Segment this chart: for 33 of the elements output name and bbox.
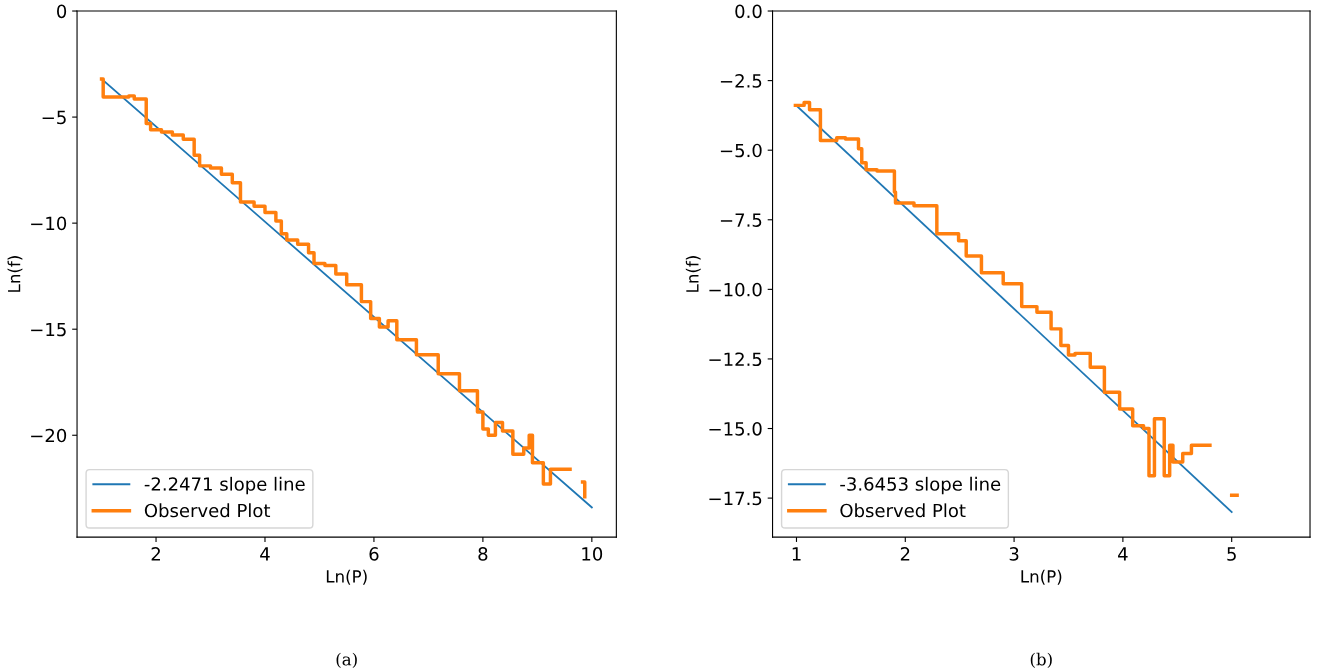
- x-tick-label: 6: [369, 547, 379, 561]
- y-tick-label: −7.5: [720, 213, 762, 227]
- y-tick-label: −5: [42, 110, 66, 125]
- y-tick-label: −15.0: [709, 421, 762, 436]
- x-tick-label: 4: [1118, 547, 1128, 561]
- x-axis-title: Ln(P): [326, 569, 367, 585]
- x-tick-label: 3: [1009, 547, 1019, 561]
- text: (b): [1030, 652, 1052, 668]
- legend-label: Observed Plot: [840, 503, 966, 518]
- y-tick-label: −5.0: [720, 143, 762, 158]
- y-axis-title: Ln(f): [685, 256, 701, 292]
- text: (a): [336, 652, 357, 668]
- y-tick-label: −15: [31, 322, 66, 337]
- x-tick-label: 10: [582, 547, 603, 561]
- y-tick-label: −12.5: [709, 352, 762, 367]
- y-tick-label: 0.0: [735, 4, 762, 19]
- y-tick-label: −2.5: [720, 74, 762, 88]
- y-tick-label: −20: [31, 428, 67, 443]
- y-tick-label: −17.5: [709, 491, 762, 506]
- legend-label: Observed Plot: [144, 503, 271, 518]
- y-axis-title: Ln(f): [7, 256, 23, 292]
- y-tick-label: 0: [57, 4, 67, 19]
- x-tick-label: 2: [151, 547, 160, 561]
- legend-label: -2.2471 slope line: [144, 476, 305, 495]
- y-tick-label: −10.0: [709, 282, 762, 297]
- legend-label: -3.6453 slope line: [840, 476, 1001, 495]
- y-tick-label: −10: [31, 216, 67, 231]
- x-tick-label: 5: [1227, 547, 1236, 561]
- x-tick-label: 8: [478, 547, 488, 561]
- x-axis-title: Ln(P): [1021, 569, 1062, 585]
- x-tick-label: 1: [792, 547, 801, 561]
- x-tick-label: 2: [900, 547, 910, 561]
- x-tick-label: 4: [260, 547, 270, 561]
